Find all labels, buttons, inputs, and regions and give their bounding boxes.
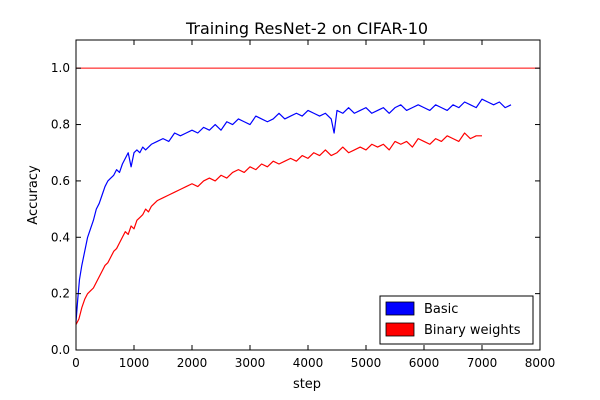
y-tick-label: 1.0: [51, 61, 70, 75]
x-tick-label: 2000: [177, 356, 208, 370]
y-tick-label: 0.6: [51, 174, 70, 188]
x-tick-label: 3000: [235, 356, 266, 370]
y-tick-label: 0.8: [51, 118, 70, 132]
legend-label-basic: Basic: [424, 302, 458, 317]
chart-title: Training ResNet-2 on CIFAR-10: [185, 19, 428, 38]
y-axis-label: Accuracy: [26, 165, 41, 225]
y-tick-label: 0.0: [51, 343, 70, 357]
plot-area: 0 1000 2000 3000 4000 5000 6000 7000 8000 0.0 0.2 0…: [51, 39, 556, 370]
legend-swatch-binary-weights: [385, 322, 415, 337]
legend-label-binary-weights: Binary weights: [424, 323, 521, 338]
legend-swatch-basic: [385, 301, 415, 316]
x-tick-label: 5000: [351, 356, 382, 370]
x-tick-label: 8000: [525, 356, 556, 370]
x-axis-label: step: [293, 377, 321, 392]
x-tick-label: 4000: [293, 356, 324, 370]
y-tick-label: 0.4: [51, 230, 70, 244]
series-line-binary-weights: [75, 132, 482, 325]
x-tick-label: 7000: [467, 356, 498, 370]
legend: Basic Binary weights: [379, 295, 534, 345]
y-tick-label: 0.2: [51, 287, 70, 301]
x-tick-label: 1000: [119, 356, 150, 370]
series-line-basic: [75, 98, 512, 322]
x-tick-label: 6000: [409, 356, 440, 370]
x-tick-label: 0: [72, 356, 80, 370]
